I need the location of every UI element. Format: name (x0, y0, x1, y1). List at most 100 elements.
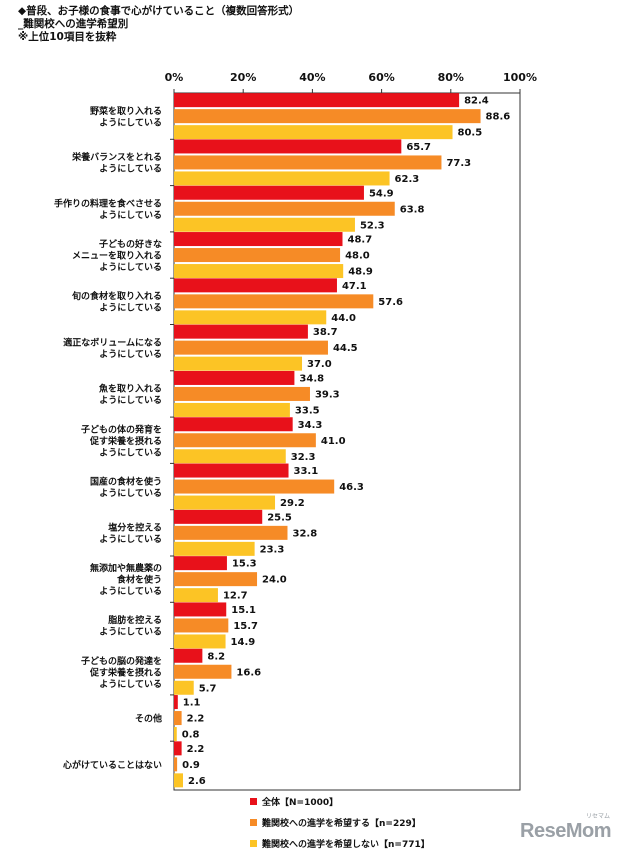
data-label: 48.9 (348, 267, 373, 278)
bar (174, 741, 182, 756)
category-label-line: 食材を使う (116, 574, 162, 586)
data-label: 14.9 (231, 637, 256, 648)
bar (174, 278, 337, 293)
x-tick-label: 0% (165, 71, 184, 84)
chart-subtitle: _難関校への進学希望別 (18, 18, 129, 30)
bar (174, 356, 303, 371)
bar (174, 310, 327, 325)
data-label: 48.7 (348, 235, 373, 246)
legend-swatch (250, 819, 257, 826)
bar (174, 155, 442, 170)
data-label: 82.4 (464, 96, 489, 107)
category-label: 子どもの好きなメニューを取り入れるようにしている (72, 238, 162, 273)
data-label: 52.3 (360, 220, 385, 231)
legend-swatch (250, 840, 257, 847)
bar (174, 757, 178, 772)
bar (174, 248, 341, 263)
bar (174, 509, 263, 524)
category-label-line: ようにしている (99, 210, 162, 221)
category-label-line: 国産の食材を使う (90, 475, 162, 487)
bar (174, 556, 227, 571)
chart-title: ◆普段、お子様の食事で心がけていること（複数回答形式） (18, 5, 300, 17)
x-tick-label: 40% (299, 71, 325, 84)
bar (174, 680, 194, 695)
legend-swatch (250, 798, 257, 805)
category-label-line: ようにしている (99, 164, 162, 175)
x-tick-label: 100% (503, 71, 537, 84)
bar (174, 232, 343, 247)
bar (174, 109, 481, 124)
bar (174, 695, 178, 710)
data-label: 63.8 (400, 204, 425, 215)
x-tick-label: 60% (368, 71, 394, 84)
data-label: 34.8 (299, 373, 324, 384)
category-label-line: ようにしている (99, 679, 162, 690)
data-label: 15.7 (233, 621, 258, 632)
data-label: 0.9 (182, 760, 200, 771)
data-label: 33.1 (294, 466, 319, 477)
data-label: 24.0 (262, 575, 287, 586)
brand-sub-label: リセマム (586, 813, 611, 820)
data-label: 15.1 (231, 605, 256, 616)
data-label: 77.3 (446, 158, 471, 169)
data-label: 12.7 (223, 591, 248, 602)
bar (174, 139, 402, 154)
bar (174, 93, 460, 108)
data-label: 41.0 (321, 436, 346, 447)
bar (174, 125, 453, 140)
category-label: 子どもの脳の発達を促す栄養を摂れるようにしている (81, 655, 162, 690)
category-label-line: 促す栄養を摂れる (89, 435, 162, 447)
category-label-line: ようにしている (99, 117, 162, 128)
legend-label: 全体【N=1000】 (261, 796, 338, 808)
bar (174, 664, 232, 679)
category-label: 塩分を控えるようにしている (99, 522, 162, 546)
category-label-line: ようにしている (99, 447, 162, 458)
data-label: 54.9 (369, 188, 394, 199)
data-label: 2.6 (188, 776, 206, 787)
bar (174, 370, 295, 385)
bar (174, 711, 182, 726)
bar (174, 324, 308, 339)
category-label-line: 無添加や無農薬の (90, 562, 162, 574)
bar (174, 648, 203, 663)
category-label-line: 促す栄養を摂れる (89, 666, 162, 678)
bar (174, 185, 364, 200)
legend-label: 難関校への進学を希望しない【n=771】 (262, 838, 430, 850)
category-label-line: 魚を取り入れる (99, 383, 162, 395)
category-label-line: その他 (135, 713, 162, 725)
category-label: 魚を取り入れるようにしている (99, 383, 162, 407)
bar (174, 264, 344, 279)
data-label: 16.6 (236, 667, 261, 678)
bar (174, 602, 227, 617)
bar (174, 463, 289, 478)
data-label: 80.5 (458, 128, 483, 139)
bar (174, 433, 316, 448)
category-label-line: ようにしている (99, 488, 162, 499)
data-label: 34.3 (298, 420, 323, 431)
category-label-line: 野菜を取り入れる (90, 105, 162, 117)
data-label: 1.1 (183, 698, 201, 709)
data-label: 15.3 (232, 559, 257, 570)
data-label: 44.5 (333, 343, 358, 354)
category-label: 心がけていることはない (63, 759, 162, 771)
bar (174, 618, 229, 633)
bar (174, 541, 255, 556)
data-label: 46.3 (339, 482, 364, 493)
brand-logo: ReseMom (520, 820, 611, 842)
category-label-line: ようにしている (99, 586, 162, 597)
data-label: 23.3 (260, 544, 285, 555)
data-label: 62.3 (395, 174, 420, 185)
bar (174, 479, 335, 494)
chart-note: ※上位10項目を抜粋 (18, 31, 117, 43)
category-label-line: 手作りの料理を食べさせる (54, 198, 162, 210)
category-label: 旬の食材を取り入れるようにしている (71, 290, 162, 314)
category-label: その他 (135, 713, 162, 725)
data-label: 65.7 (406, 142, 431, 153)
data-label: 8.2 (207, 651, 225, 662)
category-label: 栄養バランスをとれるようにしている (71, 151, 162, 175)
category-label-line: ようにしている (99, 534, 162, 545)
category-label: 脂肪を控えるようにしている (99, 614, 162, 638)
category-label: 適正なボリュームになるようにしている (63, 336, 162, 360)
category-label-line: 旬の食材を取り入れる (71, 290, 162, 302)
